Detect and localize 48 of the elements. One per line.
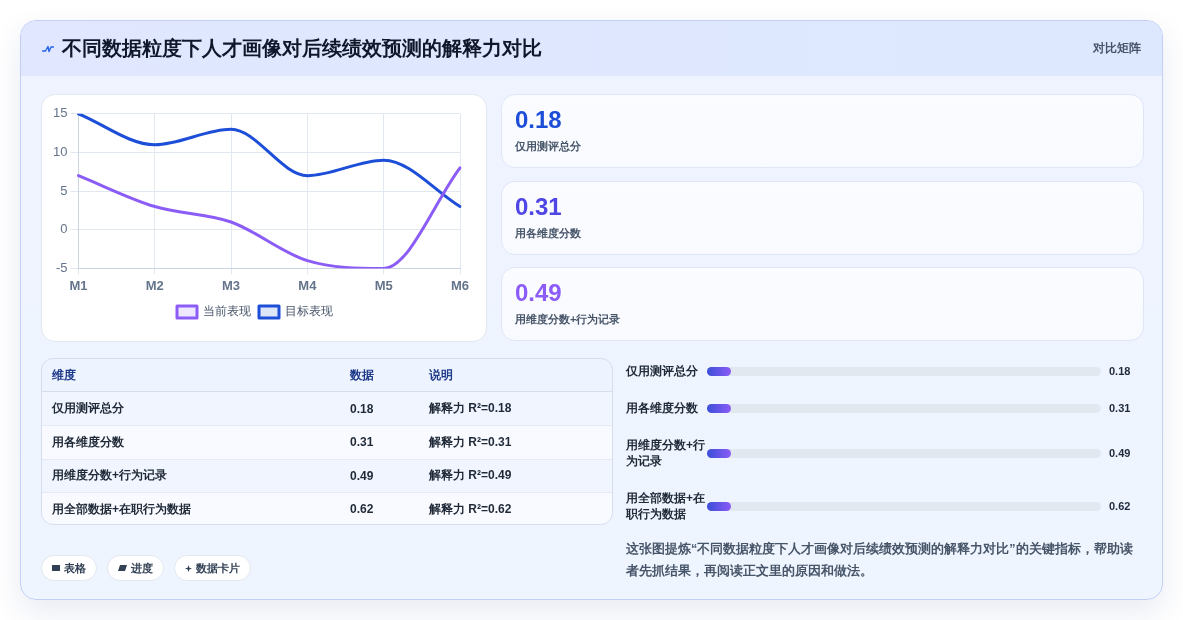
x-tick-label: M5: [374, 277, 393, 293]
text: 不同数据粒度下人才画像对后续绩效预测的解释力对比: [62, 36, 542, 61]
data-label: 0.31: [515, 191, 562, 222]
data-label: 0.31: [1109, 402, 1131, 414]
category-label: 解释力 R²=0.18: [429, 401, 512, 416]
data-label: 0.49: [1109, 447, 1131, 459]
data-label: 0.18: [350, 400, 374, 418]
tag-pill: 表格: [41, 555, 97, 581]
category-label: 用各维度分数: [515, 225, 581, 241]
text: 对比矩阵: [1093, 40, 1141, 56]
text: 维度: [52, 366, 76, 384]
data-label: 0.31: [350, 434, 374, 452]
category-label: 用维度分数+行为记录: [626, 437, 706, 469]
y-tick-label: 10: [52, 144, 68, 160]
category-label: 用维度分数+行为记录: [515, 312, 621, 327]
category-label: 解释力 R²=0.49: [429, 468, 512, 483]
category-label: 仅用测评总分: [515, 139, 581, 154]
text: 这张图提炼“不同数据粒度下人才画像对后续绩效预测的解释力对比”的关键指标，帮助读者先抓结果，再阅读正文里的原因和做法。: [626, 540, 1134, 580]
series-label: 数据: [350, 366, 374, 384]
category-label: 用各维度分数: [626, 400, 699, 416]
data-label: 0.62: [350, 501, 374, 519]
data-label: 0.62: [1109, 500, 1131, 512]
category-label: 用全部数据+在职行为数据: [52, 500, 192, 518]
y-tick-label: 15: [52, 105, 68, 121]
category-label: 解释力 R²=0.62: [429, 501, 512, 516]
data-label: 0.49: [350, 467, 374, 485]
x-tick-label: M6: [450, 277, 470, 293]
data-label: 0.49: [515, 278, 562, 308]
x-tick-label: M4: [298, 277, 318, 293]
tag-pill: 数据卡片: [174, 555, 251, 581]
data-label: 0.18: [515, 105, 562, 135]
legend-label: 目标表现: [285, 304, 333, 319]
x-tick-label: M2: [145, 277, 164, 293]
category-label: 用维度分数+行为记录: [52, 467, 168, 485]
y-tick-label: 5: [60, 182, 68, 198]
y-tick-label: 0: [60, 221, 68, 237]
y-tick-label: -5: [55, 259, 68, 275]
category-label: 仅用测评总分: [626, 363, 699, 379]
text: 说明: [429, 366, 453, 384]
legend-label: 当前表现: [203, 304, 251, 319]
category-label: 用全部数据+在职行为数据: [626, 490, 706, 522]
x-tick-label: M1: [69, 277, 88, 293]
tag-pill: 进度: [107, 555, 164, 581]
category-label: 用各维度分数: [52, 433, 124, 451]
category-label: 解释力 R²=0.31: [429, 434, 512, 449]
x-tick-label: M3: [222, 277, 241, 293]
data-label: 0.18: [1109, 365, 1131, 377]
category-label: 仅用测评总分: [52, 400, 124, 418]
